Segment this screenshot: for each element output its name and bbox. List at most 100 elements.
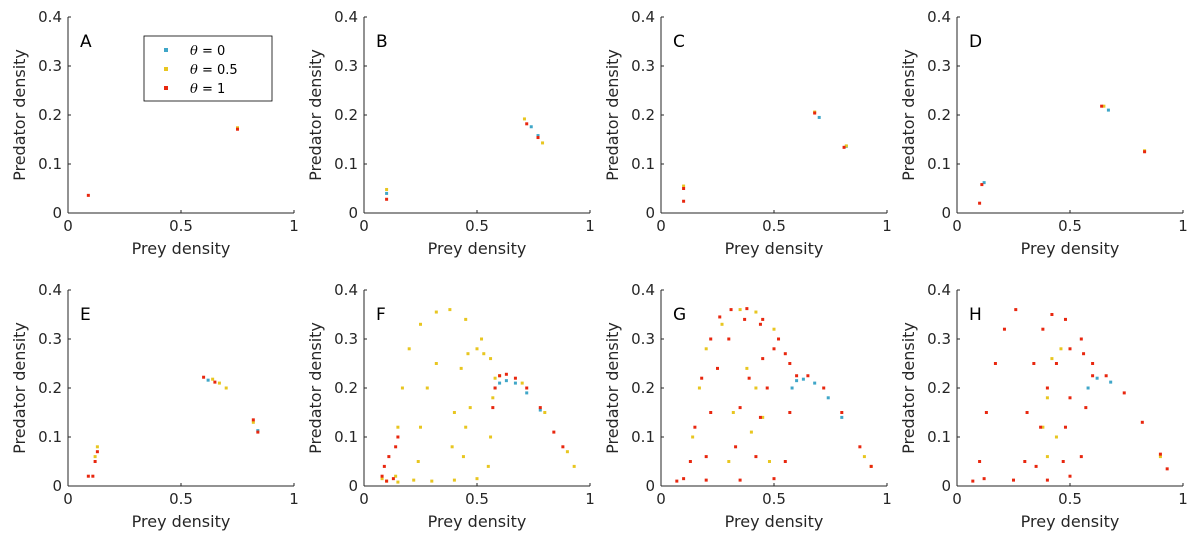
data-point: [1122, 391, 1126, 395]
y-tick-label: 0: [941, 204, 951, 222]
data-point: [419, 322, 422, 326]
data-point: [743, 317, 747, 321]
y-tick-label: 0: [52, 204, 62, 222]
data-point: [1079, 455, 1083, 459]
data-point: [396, 480, 400, 484]
panel-letter: B: [376, 32, 388, 52]
y-tick-label: 0.2: [38, 106, 62, 124]
y-axis-label: Predator density: [10, 49, 29, 181]
y-tick-label: 0.1: [334, 155, 358, 173]
data-point: [407, 347, 411, 351]
y-tick-label: 0.4: [927, 281, 951, 299]
data-point: [536, 136, 540, 140]
data-point: [817, 115, 821, 119]
y-tick-label: 0.2: [927, 379, 951, 397]
data-point: [202, 375, 206, 379]
data-point: [1086, 386, 1090, 390]
data-point: [385, 479, 389, 483]
data-point: [480, 337, 484, 341]
data-point: [682, 199, 686, 203]
data-point: [251, 418, 255, 422]
data-point: [380, 477, 384, 481]
x-tick-label: 1: [585, 490, 595, 508]
data-point: [1045, 386, 1049, 390]
data-point: [704, 347, 708, 351]
data-point: [978, 201, 982, 205]
data-point: [1041, 327, 1045, 331]
data-point: [844, 144, 848, 148]
data-point: [416, 460, 420, 463]
data-point: [1002, 327, 1006, 331]
data-point: [434, 362, 438, 365]
y-tick-label: 0.1: [38, 428, 62, 446]
data-point: [813, 111, 817, 115]
data-point: [91, 474, 95, 478]
x-tick-label: 1: [882, 490, 892, 508]
data-point: [1140, 420, 1144, 424]
data-point: [783, 460, 787, 463]
data-point: [396, 435, 400, 439]
x-tick-label: 0: [359, 217, 369, 235]
y-tick-label: 0: [348, 477, 358, 495]
data-point: [980, 183, 984, 187]
data-point: [738, 308, 742, 312]
data-point: [718, 315, 722, 319]
data-point: [761, 357, 765, 361]
y-tick-label: 0.2: [334, 106, 358, 124]
x-tick-label: 0.5: [762, 217, 786, 235]
data-point: [704, 455, 708, 459]
y-tick-label: 0.1: [631, 428, 655, 446]
legend-entry: θ = 1: [190, 82, 225, 97]
y-tick-label: 0.4: [631, 281, 655, 299]
data-point: [1012, 478, 1015, 482]
data-point: [754, 455, 758, 459]
y-tick-label: 0.2: [38, 379, 62, 397]
data-point: [1045, 455, 1049, 459]
data-point: [491, 406, 495, 410]
data-point: [688, 460, 692, 463]
x-tick-label: 1: [289, 217, 299, 235]
data-point: [385, 187, 389, 191]
y-tick-label: 0: [348, 204, 358, 222]
data-point: [419, 425, 422, 429]
data-point: [1082, 352, 1086, 356]
data-point: [1061, 460, 1065, 463]
panel-H: 0 0.1 0.2 0.3 0.4 0 0.5 1 Prey density Predator d…: [899, 281, 1188, 531]
x-axis-label: Prey density: [428, 239, 527, 258]
data-point: [380, 474, 384, 478]
data-point: [400, 386, 404, 390]
x-tick-label: 1: [289, 490, 299, 508]
data-point: [536, 134, 540, 138]
x-tick-label: 0: [63, 217, 73, 235]
x-tick-label: 0: [656, 490, 666, 508]
data-point: [795, 379, 799, 383]
x-tick-label: 0.5: [1058, 490, 1082, 508]
data-point: [489, 357, 493, 361]
panel-C: 0 0.1 0.2 0.3 0.4 0 0.5 1 Prey density Predator d…: [603, 8, 892, 258]
data-point: [869, 464, 873, 468]
data-point: [1068, 396, 1072, 400]
x-tick-label: 0: [359, 490, 369, 508]
data-point: [93, 460, 97, 463]
x-axis-label: Prey density: [725, 239, 824, 258]
x-tick-label: 0.5: [762, 490, 786, 508]
y-axis-label: Predator density: [899, 322, 918, 454]
legend-entry: θ = 0: [190, 44, 225, 59]
data-point: [1079, 337, 1083, 341]
data-point: [693, 425, 697, 429]
y-axis-label: Predator density: [306, 49, 325, 181]
y-tick-label: 0.3: [631, 330, 655, 348]
panel-letter: E: [80, 305, 91, 325]
data-point: [734, 445, 738, 449]
y-tick-label: 0.3: [334, 57, 358, 75]
y-tick-label: 0.1: [334, 428, 358, 446]
data-point: [731, 411, 735, 414]
legend-entry: θ = 0.5: [190, 63, 238, 78]
data-point: [709, 337, 713, 341]
panel-letter: G: [673, 305, 686, 325]
data-point: [858, 445, 862, 449]
data-point: [522, 117, 526, 121]
data-point: [772, 347, 776, 351]
panel-letter: F: [376, 305, 386, 325]
y-tick-label: 0.2: [927, 106, 951, 124]
